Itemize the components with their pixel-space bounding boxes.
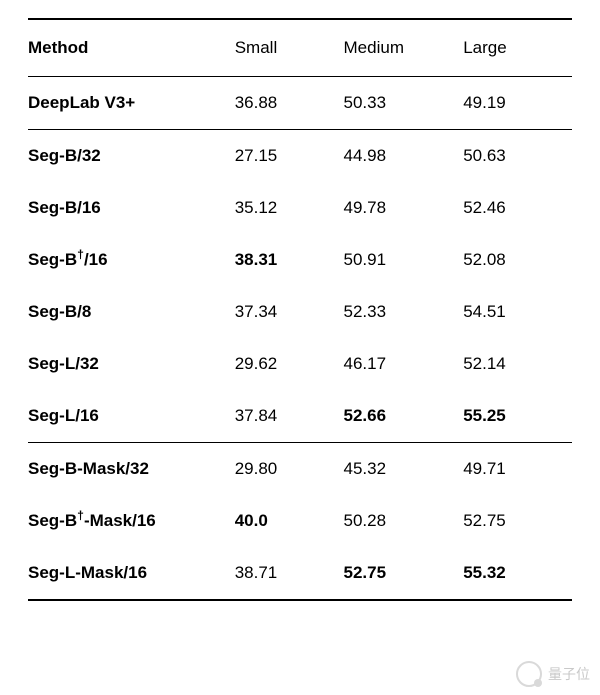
cell-method: Seg-B/16 xyxy=(28,182,235,234)
cell-method: DeepLab V3+ xyxy=(28,77,235,130)
cell-medium: 52.75 xyxy=(344,547,464,600)
table-row: Seg-B†/1638.3150.9152.08 xyxy=(28,234,572,286)
watermark-icon xyxy=(516,661,542,687)
cell-medium: 45.32 xyxy=(344,443,464,496)
results-table: Method Small Medium Large DeepLab V3+36.… xyxy=(28,18,572,601)
table-row: Seg-L/1637.8452.6655.25 xyxy=(28,390,572,443)
dagger-icon: † xyxy=(77,508,84,522)
watermark-text: 量子位 xyxy=(548,664,590,684)
cell-small: 37.34 xyxy=(235,286,344,338)
cell-method: Seg-B/8 xyxy=(28,286,235,338)
cell-large: 52.46 xyxy=(463,182,572,234)
cell-medium: 50.33 xyxy=(344,77,464,130)
cell-medium: 50.28 xyxy=(344,495,464,547)
cell-method: Seg-L/16 xyxy=(28,390,235,443)
cell-small: 37.84 xyxy=(235,390,344,443)
table-header-row: Method Small Medium Large xyxy=(28,19,572,77)
cell-small: 36.88 xyxy=(235,77,344,130)
col-header-small: Small xyxy=(235,19,344,77)
table-row: Seg-B/837.3452.3354.51 xyxy=(28,286,572,338)
cell-small: 38.71 xyxy=(235,547,344,600)
dagger-icon: † xyxy=(77,247,84,261)
cell-medium: 50.91 xyxy=(344,234,464,286)
cell-large: 52.08 xyxy=(463,234,572,286)
cell-small: 27.15 xyxy=(235,130,344,183)
cell-small: 40.0 xyxy=(235,495,344,547)
col-header-large: Large xyxy=(463,19,572,77)
cell-method: Seg-B†-Mask/16 xyxy=(28,495,235,547)
cell-small: 35.12 xyxy=(235,182,344,234)
col-header-medium: Medium xyxy=(344,19,464,77)
cell-method: Seg-L-Mask/16 xyxy=(28,547,235,600)
table-row: Seg-L-Mask/1638.7152.7555.32 xyxy=(28,547,572,600)
cell-large: 55.32 xyxy=(463,547,572,600)
cell-small: 29.80 xyxy=(235,443,344,496)
cell-small: 38.31 xyxy=(235,234,344,286)
cell-large: 50.63 xyxy=(463,130,572,183)
cell-medium: 49.78 xyxy=(344,182,464,234)
table-row: Seg-B-Mask/3229.8045.3249.71 xyxy=(28,443,572,496)
cell-large: 55.25 xyxy=(463,390,572,443)
table-row: Seg-B/3227.1544.9850.63 xyxy=(28,130,572,183)
cell-large: 52.75 xyxy=(463,495,572,547)
cell-medium: 44.98 xyxy=(344,130,464,183)
cell-large: 54.51 xyxy=(463,286,572,338)
cell-method: Seg-L/32 xyxy=(28,338,235,390)
cell-large: 52.14 xyxy=(463,338,572,390)
table-row: Seg-L/3229.6246.1752.14 xyxy=(28,338,572,390)
table-row: DeepLab V3+36.8850.3349.19 xyxy=(28,77,572,130)
table-row: Seg-B/1635.1249.7852.46 xyxy=(28,182,572,234)
cell-method: Seg-B-Mask/32 xyxy=(28,443,235,496)
cell-method: Seg-B/32 xyxy=(28,130,235,183)
cell-large: 49.19 xyxy=(463,77,572,130)
cell-medium: 52.33 xyxy=(344,286,464,338)
cell-medium: 46.17 xyxy=(344,338,464,390)
cell-medium: 52.66 xyxy=(344,390,464,443)
table-row: Seg-B†-Mask/1640.050.2852.75 xyxy=(28,495,572,547)
watermark: 量子位 xyxy=(516,661,590,687)
cell-large: 49.71 xyxy=(463,443,572,496)
cell-method: Seg-B†/16 xyxy=(28,234,235,286)
col-header-method: Method xyxy=(28,19,235,77)
cell-small: 29.62 xyxy=(235,338,344,390)
